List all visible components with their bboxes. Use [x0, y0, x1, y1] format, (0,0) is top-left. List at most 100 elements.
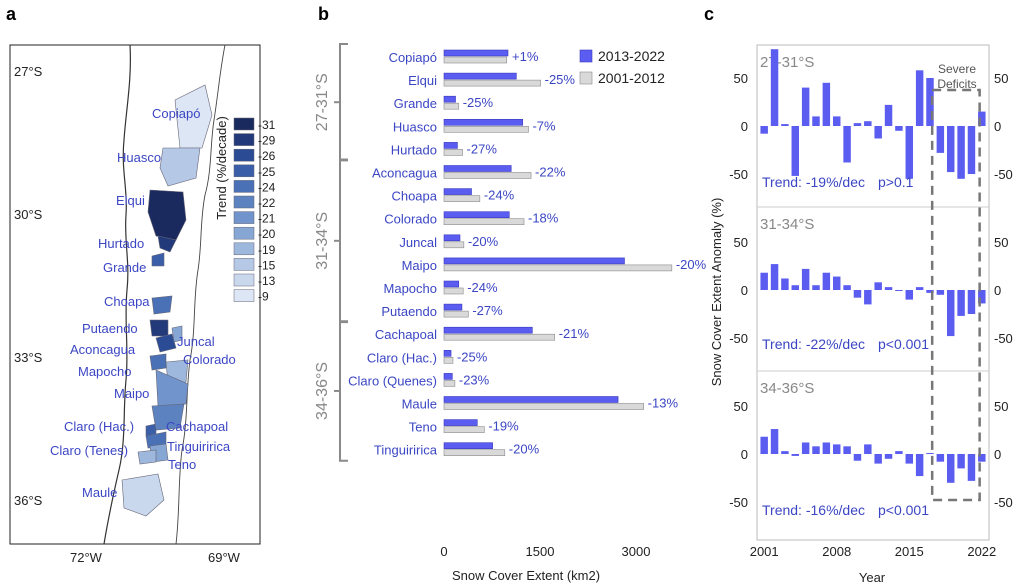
anomaly-bar [843, 126, 851, 163]
basin-huasco [159, 147, 201, 187]
change-label: -25% [545, 72, 576, 87]
y-tick-label-right: 0 [994, 447, 1001, 462]
anomaly-bar [822, 442, 831, 454]
bar-recent [443, 49, 509, 57]
anomaly-bar [946, 454, 955, 483]
anomaly-bar [926, 78, 934, 126]
basin-label: Maipo [402, 258, 437, 273]
anomaly-bar [978, 290, 986, 304]
anomaly-bar [895, 451, 903, 454]
anomaly-frame [756, 44, 990, 541]
anomaly-bar [884, 104, 893, 126]
basin-label: Tinguiririca [374, 443, 438, 458]
map-basin-label: Tinguiririca [167, 439, 231, 454]
x-tick-label: 0 [440, 544, 447, 559]
change-label: +1% [512, 49, 539, 64]
legend-swatch [233, 195, 255, 209]
lat-label: 36°S [14, 493, 43, 508]
bar-recent [443, 72, 517, 80]
year-tick-label: 2008 [822, 544, 851, 559]
bar-recent [443, 95, 456, 103]
map-basin-label: Maipo [114, 386, 149, 401]
anomaly-bar [884, 454, 893, 459]
anomaly-bar [926, 453, 934, 455]
map-basin-label: Colorado [183, 352, 236, 367]
anomaly-bar [801, 268, 810, 290]
basin-label: Huasco [393, 119, 437, 134]
legend-label-early: 2001-2012 [598, 70, 665, 86]
bar-early [443, 356, 454, 364]
subpanel-title: 34-36°S [760, 380, 814, 397]
y-tick-label-left: 0 [741, 119, 748, 134]
bar-panel: 2013-2022 2001-2012 Snow Cover Extent (k… [314, 43, 707, 583]
bar-recent [443, 442, 493, 450]
legend-value: -19 [258, 243, 276, 257]
anomaly-bar [853, 290, 862, 298]
y-tick-label-right: -50 [994, 167, 1013, 182]
change-label: -18% [528, 211, 559, 226]
anomaly-bar [895, 126, 903, 131]
anomaly-bar [770, 264, 779, 290]
legend-value: -26 [258, 149, 276, 163]
anomaly-bar [967, 126, 976, 174]
basin-maule [121, 473, 165, 517]
lat-label: 27°S [14, 64, 43, 79]
bar-early [443, 79, 541, 87]
basin-aconcagua [155, 333, 177, 353]
legend-swatch [233, 133, 255, 146]
bar-early [443, 333, 556, 341]
group-bracket [339, 320, 348, 462]
map-basin-label: Huasco [117, 150, 161, 165]
anomaly-bar [843, 285, 851, 290]
severe-deficits-line1: Severe [938, 62, 976, 76]
anomaly-bar [770, 49, 779, 127]
anomaly-bar [957, 126, 965, 179]
anomaly-bar [832, 116, 841, 126]
bar-recent [443, 119, 524, 126]
legend-value: -29 [258, 134, 276, 148]
change-label: -27% [472, 303, 503, 318]
bar-recent [443, 396, 619, 403]
legend-value: -9 [258, 290, 269, 304]
legend-value: -15 [258, 258, 276, 272]
anomaly-bar [801, 442, 810, 454]
lat-label: 30°S [14, 207, 43, 222]
map-frame [9, 44, 261, 545]
bar-recent [443, 165, 512, 172]
anomaly-bar [781, 124, 789, 126]
anomaly-bar [770, 429, 779, 454]
anomaly-bar [760, 272, 768, 290]
anomaly-bar [895, 290, 903, 291]
group-bracket [339, 43, 348, 162]
y-tick-label-right: 0 [994, 119, 1001, 134]
change-label: -20% [468, 234, 499, 249]
anomaly-bar [822, 82, 831, 126]
legend-value: -25 [258, 165, 276, 179]
bar-recent [443, 419, 478, 426]
bar-early [443, 403, 644, 410]
bar-recent [443, 280, 460, 288]
basin-label: Colorado [384, 212, 437, 227]
bar-early [443, 426, 485, 433]
legend-swatch [233, 148, 255, 162]
group-label: 27-31°S [314, 73, 331, 131]
anomaly-bar [915, 287, 924, 290]
change-label: -25% [463, 95, 494, 110]
basin-grande [151, 252, 165, 267]
basin-label: Copiapó [389, 50, 437, 65]
anomaly-bar [853, 454, 862, 461]
basin-juncal [171, 325, 183, 343]
anomaly-panel: Snow Cover Extent Anomaly (%) Year Sever… [709, 44, 1013, 585]
anomaly-bar [781, 451, 789, 454]
anomaly-bar [946, 290, 955, 337]
anomaly-bar [832, 444, 841, 454]
basin-hurtado [157, 235, 177, 253]
legend-swatch-recent [579, 49, 593, 63]
bar-recent [443, 234, 461, 242]
anomaly-bar [957, 290, 965, 316]
anomaly-bar [946, 126, 955, 173]
bar-early [443, 241, 465, 249]
x-tick-label: 1500 [526, 544, 555, 559]
y-tick-label-left: -50 [729, 495, 748, 510]
anomaly-bar [760, 126, 768, 134]
